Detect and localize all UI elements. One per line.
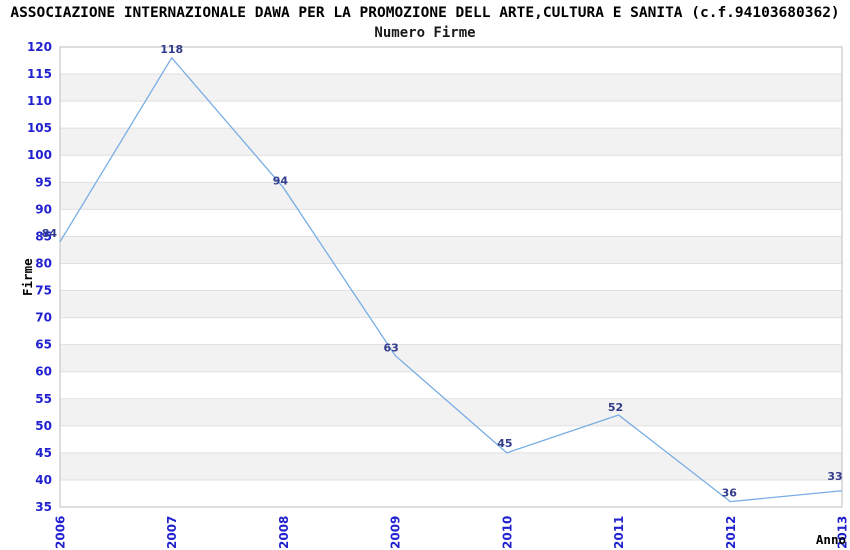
y-tick-label: 85 <box>35 229 52 243</box>
y-axis-label: Firme <box>20 258 35 296</box>
data-label: 52 <box>608 401 623 414</box>
plot-band <box>60 398 842 426</box>
data-label: 118 <box>160 43 183 56</box>
x-tick-label: 2008 <box>277 516 291 549</box>
chart-subtitle: Numero Firme <box>374 25 476 41</box>
x-axis-label: Anno <box>816 532 846 547</box>
x-tick-label: 2011 <box>612 516 626 549</box>
y-tick-label: 95 <box>35 175 52 189</box>
data-label: 33 <box>827 470 842 483</box>
y-tick-label: 65 <box>35 338 52 352</box>
y-tick-label: 60 <box>35 365 52 379</box>
plot-band <box>60 290 842 318</box>
plot-band <box>60 74 842 102</box>
x-tick-label: 2009 <box>389 516 403 549</box>
y-tick-label: 105 <box>27 121 52 135</box>
y-tick-label: 45 <box>35 446 52 460</box>
data-label: 63 <box>383 341 398 354</box>
y-tick-label: 40 <box>35 473 52 487</box>
plot-band <box>60 236 842 264</box>
chart-title: ASSOCIAZIONE INTERNAZIONALE DAWA PER LA … <box>10 5 840 21</box>
y-tick-label: 120 <box>27 40 52 54</box>
data-label: 36 <box>722 487 738 500</box>
y-tick-label: 35 <box>35 500 52 514</box>
data-label: 84 <box>42 227 58 240</box>
data-label: 45 <box>497 437 512 450</box>
x-tick-label: 2013 <box>836 516 850 549</box>
plot-band <box>60 344 842 372</box>
y-tick-label: 80 <box>35 256 52 270</box>
y-tick-label: 75 <box>35 284 52 298</box>
y-tick-label: 70 <box>35 311 52 325</box>
x-tick-label: 2010 <box>500 516 514 549</box>
series-line <box>59 56 843 503</box>
y-tick-label: 115 <box>27 67 52 81</box>
y-tick-label: 90 <box>35 202 52 216</box>
plot-border <box>59 46 843 508</box>
y-tick-label: 55 <box>35 392 52 406</box>
x-tick-label: 2006 <box>54 516 68 549</box>
x-tick-label: 2012 <box>724 516 738 549</box>
x-tick-label: 2007 <box>165 516 179 549</box>
plot-band <box>60 182 842 210</box>
plot-band <box>60 128 842 156</box>
plot-band <box>60 452 842 480</box>
data-label: 94 <box>273 175 289 188</box>
y-tick-label: 50 <box>35 419 52 433</box>
y-tick-label: 110 <box>27 94 52 108</box>
y-tick-label: 100 <box>27 148 52 162</box>
